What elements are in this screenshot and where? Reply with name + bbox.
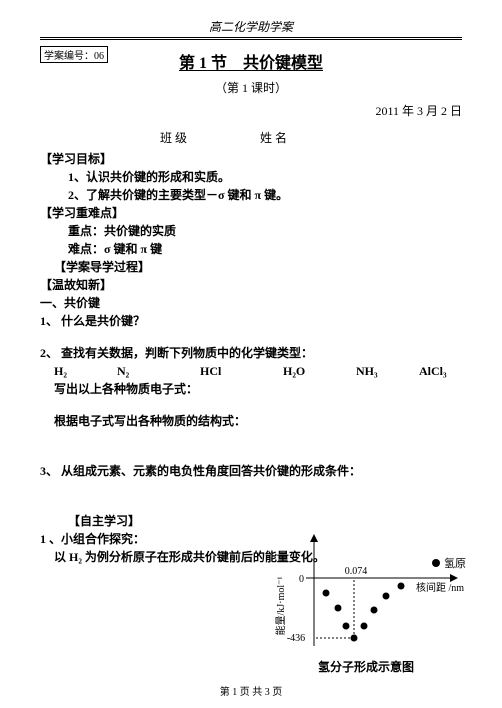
chart-legend: 氢原子 xyxy=(444,556,466,570)
keypoints-heading: 【学习重难点】 xyxy=(40,204,462,222)
page-subtitle: （第 1 课时） xyxy=(40,79,462,96)
class-label: 班 级 xyxy=(160,131,187,145)
chem-n2: N₂ xyxy=(117,362,197,380)
keypoint-2: 难点：σ 键和 π 键 xyxy=(40,240,462,258)
name-label: 姓 名 xyxy=(190,131,287,145)
goals-heading: 【学习目标】 xyxy=(40,150,462,168)
chart-caption: 氢分子形成示意图 xyxy=(266,658,466,675)
page-footer: 第 1 页 共 3 页 xyxy=(0,683,502,698)
goal-1: 1、认识共价键的形成和实质。 xyxy=(40,168,462,186)
chem-alcl3: AlCl₃ xyxy=(419,362,447,380)
chem-h2: H₂ xyxy=(54,362,114,380)
chart-zero: 0 xyxy=(299,574,304,585)
chart-ytick: -436 xyxy=(287,633,305,644)
question-3: 3、 从组成元素、元素的电负性角度回答共价键的形成条件： xyxy=(40,462,462,480)
page-date: 2011 年 3 月 2 日 xyxy=(40,102,462,119)
chem-row: H₂ N₂ HCl H₂O NH₃ AlCl₃ xyxy=(40,362,462,380)
question-1: 1、 什么是共价键？ xyxy=(40,312,462,330)
chart-xlabel: 核间距 /nm xyxy=(416,581,464,594)
question-2-lead: 2、 查找有关数据，判断下列物质中的化学键类型： xyxy=(40,344,462,362)
chart-svg: 0 0.074 -436 氢原子 核间距 /nm 能量/kJ·mol⁻¹ xyxy=(266,528,466,652)
header-italic: 高二化学助学案 xyxy=(40,18,462,35)
energy-chart: 0 0.074 -436 氢原子 核间距 /nm 能量/kJ·mol⁻¹ 氢分子… xyxy=(266,528,466,668)
process-heading: 【学案导学过程】 xyxy=(40,258,462,276)
chem-nh3: NH₃ xyxy=(356,362,416,380)
tag-box: 学案编号：06 xyxy=(40,46,108,63)
q2-sub-a: 写出以上各种物质电子式： xyxy=(40,380,462,398)
keypoint-1: 重点：共价键的实质 xyxy=(40,222,462,240)
rule-top xyxy=(40,37,462,38)
chem-h2o: H₂O xyxy=(283,362,353,380)
class-name-line: 班 级 姓 名 xyxy=(40,129,462,146)
goal-2: 2、了解共价键的主要类型－σ 键和 π 键。 xyxy=(40,186,462,204)
section-1-heading: 一、共价键 xyxy=(40,294,462,312)
review-heading: 【温故知新】 xyxy=(40,276,462,294)
chart-xtick: 0.074 xyxy=(345,566,368,577)
chart-ylabel: 能量/kJ·mol⁻¹ xyxy=(274,577,287,636)
chem-hcl: HCl xyxy=(200,362,280,380)
tag-num: 06 xyxy=(94,51,104,62)
q2-sub-b: 根据电子式写出各种物质的结构式： xyxy=(40,412,462,430)
tag-label: 学案编号： xyxy=(44,51,94,62)
